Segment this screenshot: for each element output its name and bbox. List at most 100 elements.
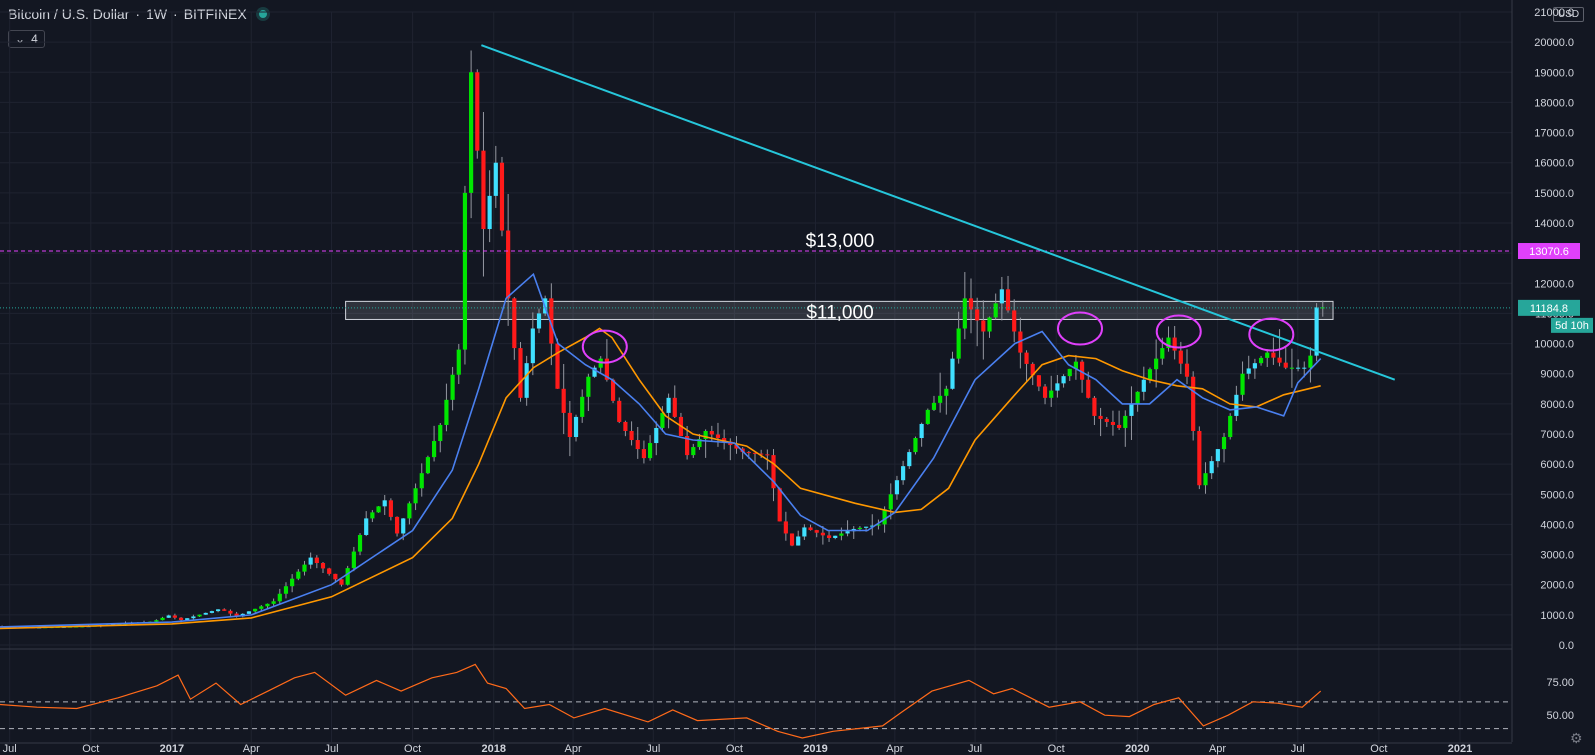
candle-body: [734, 445, 739, 449]
candle-body: [561, 388, 566, 413]
candle-body: [826, 535, 832, 538]
candle-body: [1042, 386, 1048, 398]
candle-body: [660, 412, 665, 428]
candle-body: [703, 430, 708, 440]
candle-body: [857, 527, 862, 529]
candle-body: [610, 379, 616, 401]
price-tag-label: 11184.8: [1530, 303, 1568, 315]
candle-body: [604, 358, 609, 380]
y-tick-label: 0.0: [1559, 640, 1574, 652]
candle-body: [925, 409, 930, 424]
candle-body: [401, 518, 406, 534]
candle-body: [277, 593, 282, 602]
candle-body: [1055, 383, 1060, 391]
candle-body: [419, 473, 424, 489]
circled-high: [1155, 314, 1202, 349]
candle-body: [456, 349, 461, 375]
y-tick-label: 7000.0: [1540, 429, 1574, 441]
candle-body: [833, 535, 838, 538]
y-tick-label: 1000.0: [1540, 610, 1574, 622]
candle-body: [413, 488, 418, 504]
circled-high: [1057, 311, 1103, 346]
candle-body: [907, 452, 912, 467]
candle-body: [234, 613, 239, 617]
candle-body: [444, 399, 449, 425]
candle-body: [506, 230, 511, 299]
candle-body: [536, 313, 542, 329]
candle-body: [1166, 337, 1171, 349]
rsi-tick-label: 75.00: [1546, 677, 1574, 689]
candle-body: [894, 480, 900, 495]
candle-body: [814, 530, 819, 533]
candle-body: [864, 526, 869, 528]
candle-body: [1283, 362, 1288, 368]
rsi-line: [0, 663, 1322, 739]
candle-body: [1172, 337, 1177, 351]
candle-body: [746, 452, 751, 454]
candle-body: [839, 533, 844, 536]
currency-badge[interactable]: USD: [1553, 7, 1585, 22]
candle-body: [993, 303, 998, 318]
candle-body: [1110, 421, 1116, 425]
price-tag-label: 13070.6: [1529, 246, 1569, 258]
separator: ·: [173, 6, 178, 22]
candle-body: [975, 309, 980, 321]
candle-body: [592, 367, 597, 377]
candle-body: [1030, 363, 1035, 376]
candle-body: [888, 494, 893, 510]
candle-body: [462, 192, 468, 350]
gear-icon[interactable]: ⚙: [1570, 730, 1583, 746]
candle-body: [1240, 373, 1245, 395]
x-tick-label: 2018: [481, 743, 505, 755]
candle-body: [1221, 437, 1227, 450]
candle-body: [1104, 418, 1109, 422]
indicators-toggle[interactable]: ⌄ 4: [8, 30, 45, 48]
candle-body: [364, 518, 369, 535]
candle-body: [394, 516, 400, 534]
time-axis[interactable]: Jul Oct 2017 Apr Jul Oct 2018 Apr Jul Oct 2019 Apr J…: [3, 743, 1473, 755]
candle-body: [1080, 361, 1085, 380]
indicator-count: 4: [31, 32, 38, 46]
x-tick-label: Jul: [1291, 743, 1305, 755]
candle-body: [1203, 473, 1208, 486]
candle-body: [752, 452, 758, 454]
candle-body: [1018, 331, 1023, 353]
candle-body: [1160, 348, 1165, 359]
x-tick-label: 2017: [160, 743, 184, 755]
separator: ·: [135, 6, 141, 22]
candle-body: [388, 500, 393, 517]
candle-body: [1246, 368, 1251, 374]
candle-body: [357, 534, 363, 552]
candle-body: [549, 298, 554, 344]
candle-body: [876, 524, 881, 526]
y-tick-label: 21000.0: [1534, 7, 1574, 19]
resistance-zone: [345, 300, 1334, 320]
candle-body: [283, 586, 289, 594]
interval-label[interactable]: 1W: [146, 6, 168, 22]
candle-body: [1061, 376, 1066, 384]
candle-body: [1271, 352, 1276, 358]
ema-fast-line: [0, 272, 1322, 628]
candle-body: [1197, 430, 1202, 486]
candle-body: [901, 466, 906, 481]
y-tick-label: 20000.0: [1534, 37, 1574, 49]
y-tick-label: 19000.0: [1534, 67, 1574, 79]
candle-body: [654, 427, 659, 444]
candle-body: [845, 531, 850, 534]
candle-body: [185, 618, 190, 620]
candle-body: [493, 162, 498, 196]
candle-body: [1086, 379, 1091, 398]
candle-body: [759, 453, 764, 455]
candle-body: [1191, 376, 1196, 431]
x-tick-label: 2021: [1448, 743, 1472, 755]
candle-body: [382, 500, 387, 507]
y-tick-label: 2000.0: [1540, 580, 1574, 592]
price-axis[interactable]: 0.0 1000.0 2000.0 3000.0 4000.0 5000.0 6000.0 7…: [1518, 7, 1593, 652]
symbol-title[interactable]: Bitcoin / U.S. Dollar: [8, 6, 130, 22]
candle-body: [629, 430, 634, 441]
candle-body: [475, 72, 480, 151]
y-tick-label: 8000.0: [1540, 399, 1574, 411]
candle-body: [1277, 357, 1282, 363]
candle-body: [1092, 397, 1097, 416]
